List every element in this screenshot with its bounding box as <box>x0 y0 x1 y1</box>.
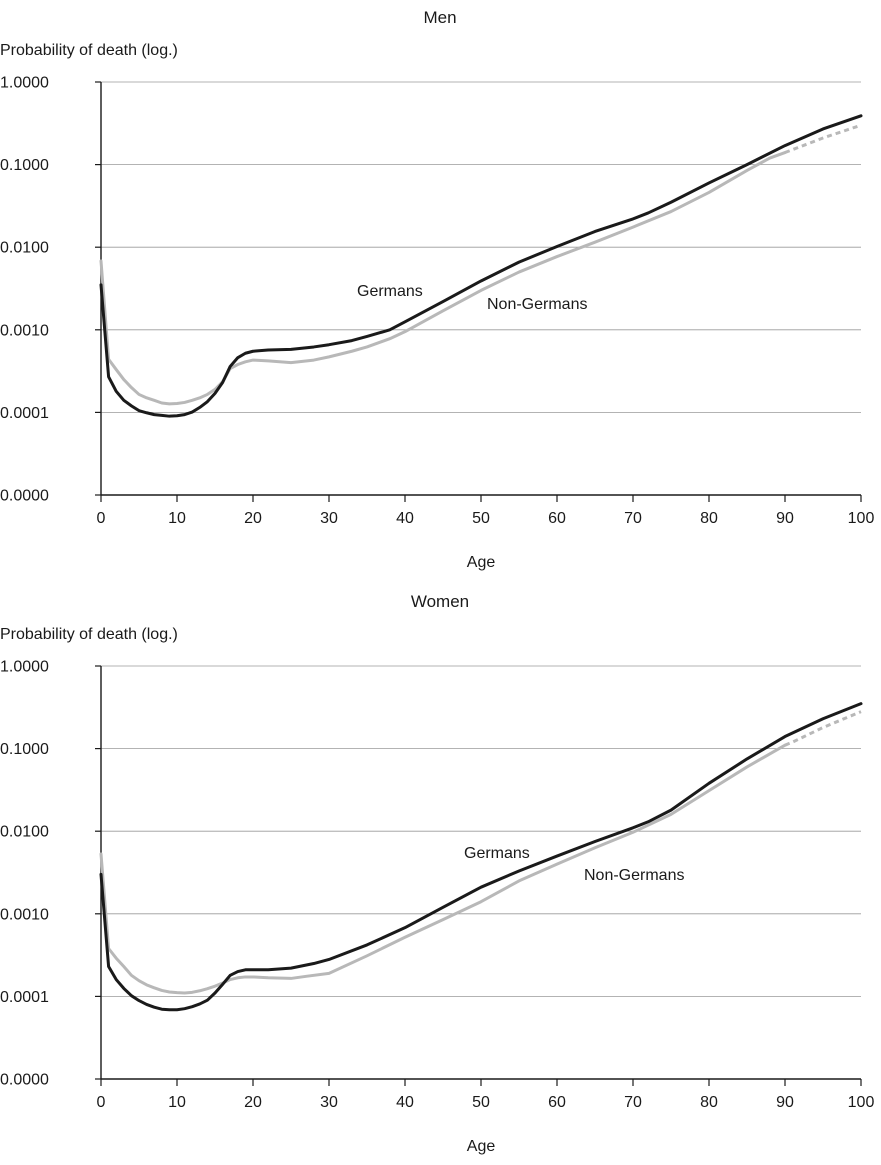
x-axis-label: Age <box>467 1138 496 1155</box>
x-tick-label: 0 <box>97 510 106 527</box>
women-panel: Women Probability of death (log.) 0.0000 0.… <box>0 592 874 1155</box>
y-tick-label: 0.1000 <box>0 741 49 758</box>
x-tick-label: 20 <box>244 1094 262 1111</box>
germans-label: Germans <box>357 283 423 300</box>
x-tick-label: 40 <box>396 510 414 527</box>
y-tick-label: 0.0100 <box>0 824 49 841</box>
x-tick-label: 10 <box>168 1094 186 1111</box>
y-tick-label: 0.0100 <box>0 240 49 257</box>
y-tick-label: 0.0010 <box>0 906 49 923</box>
germans-label: Germans <box>464 845 530 862</box>
x-tick-label: 90 <box>776 1094 794 1111</box>
chart-title: Men <box>423 8 456 27</box>
series-line-non-germans <box>99 743 787 995</box>
x-tick-label: 80 <box>700 510 718 527</box>
x-tick-label: 50 <box>472 510 490 527</box>
y-tick-label: 0.0000 <box>0 1072 49 1089</box>
non-germans-label: Non-Germans <box>487 296 587 313</box>
x-tick-label: 0 <box>97 1094 106 1111</box>
x-tick-label: 30 <box>320 510 338 527</box>
series-line-non-germans-dashed <box>784 123 862 154</box>
x-tick-label: 70 <box>624 1094 642 1111</box>
y-tick-label: 0.0001 <box>0 405 49 422</box>
series-line-non-germans-dashed <box>784 710 862 747</box>
x-tick-label: 100 <box>848 1094 875 1111</box>
x-tick-label: 70 <box>624 510 642 527</box>
x-tick-label: 40 <box>396 1094 414 1111</box>
series-line-non-germans <box>99 151 787 406</box>
y-axis-label: Probability of death (log.) <box>0 626 178 643</box>
chart-title: Women <box>411 592 469 611</box>
non-germans-label: Non-Germans <box>584 867 684 884</box>
y-tick-label: 1.0000 <box>0 659 49 676</box>
x-tick-label: 30 <box>320 1094 338 1111</box>
series-line-germans <box>99 114 863 418</box>
x-tick-label: 60 <box>548 1094 566 1111</box>
series-line-germans <box>99 702 863 1012</box>
x-tick-label: 10 <box>168 510 186 527</box>
x-tick-label: 60 <box>548 510 566 527</box>
y-tick-label: 0.0000 <box>0 488 49 505</box>
y-tick-label: 0.0001 <box>0 989 49 1006</box>
x-tick-label: 80 <box>700 1094 718 1111</box>
x-axis-label: Age <box>467 554 496 571</box>
men-panel: Men Probability of death (log.) 0.0000 0.00… <box>0 8 874 571</box>
x-tick-label: 100 <box>848 510 875 527</box>
x-tick-label: 20 <box>244 510 262 527</box>
y-tick-label: 1.0000 <box>0 75 49 92</box>
y-tick-label: 0.0010 <box>0 322 49 339</box>
x-tick-label: 50 <box>472 1094 490 1111</box>
y-axis-label: Probability of death (log.) <box>0 42 178 59</box>
y-tick-label: 0.1000 <box>0 157 49 174</box>
x-tick-label: 90 <box>776 510 794 527</box>
